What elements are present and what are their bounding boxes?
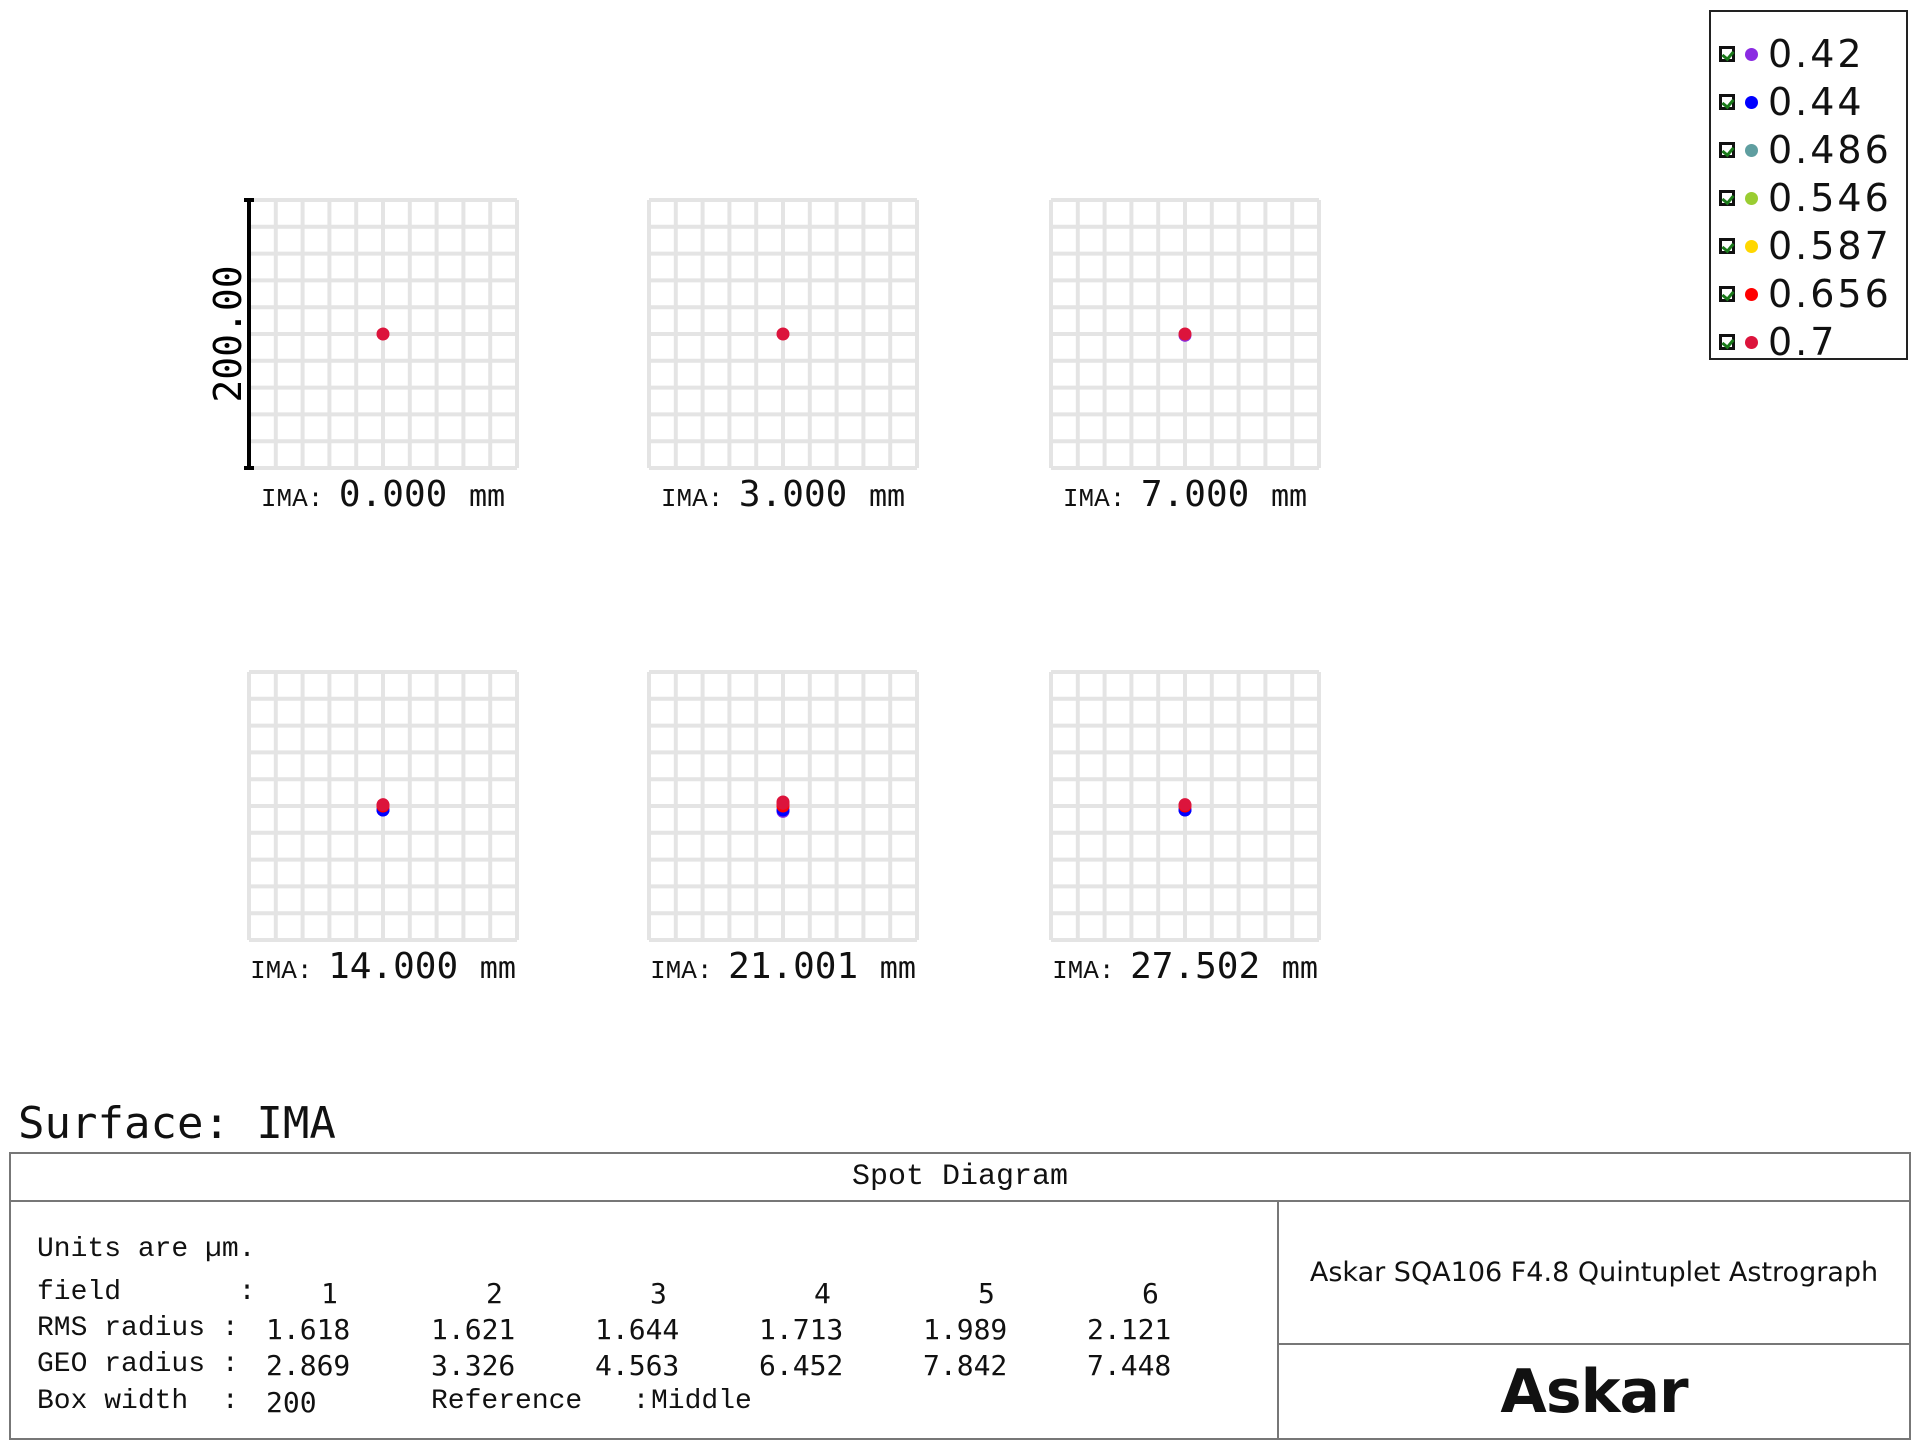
field-label: IMA: 7.000 mm [985,474,1385,515]
field-label-val: 14.000 [328,946,480,987]
field-label-unit: mm [468,479,506,514]
color-dot-icon [1745,143,1758,157]
checkbox-icon[interactable] [1719,190,1735,206]
legend-item[interactable]: 0.486 [1719,128,1892,172]
legend-item[interactable]: 0.587 [1719,224,1892,268]
units-line: Units are µm. [37,1234,256,1265]
rms-value: 1.644 [595,1313,680,1346]
legend-item[interactable]: 0.42 [1719,32,1865,76]
legend-label: 0.587 [1768,224,1892,268]
field-label-val: 21.001 [728,946,880,987]
spot-point [776,327,790,341]
wavelength-legend: 0.42 0.44 0.486 0.546 0.587 0.656 0.7 [1709,10,1908,364]
spot-point [1178,327,1192,341]
lens-title: Askar SQA106 F4.8 Quintuplet Astrograph [1309,1257,1879,1288]
field-number: 2 [486,1277,503,1310]
field-label: IMA: 21.001 mm [583,946,983,987]
legend-item[interactable]: 0.546 [1719,176,1892,220]
field-label: IMA: 14.000 mm [183,946,583,987]
field-label-ima: IMA: [660,484,739,514]
geo-label: GEO radius : [37,1349,239,1380]
rms-value: 2.121 [1087,1313,1172,1346]
rms-value: 1.621 [431,1313,516,1346]
field-label-val: 27.502 [1130,946,1282,987]
spot-point [1178,798,1192,812]
checkbox-icon[interactable] [1719,238,1735,254]
color-dot-icon [1745,335,1758,349]
reference-label: Reference : [431,1386,650,1417]
field-label: field : [37,1277,256,1308]
info-table: Spot Diagram Askar SQA106 F4.8 Quintuple… [9,1152,1911,1440]
box-width-label: Box width : [37,1386,239,1417]
box-width-value: 200 [266,1386,317,1419]
color-dot-icon [1745,287,1758,301]
legend-label: 0.7 [1768,320,1838,364]
geo-value: 6.452 [759,1349,844,1382]
spot-panel [647,198,919,470]
table-title: Spot Diagram [11,1154,1909,1202]
field-label: IMA: 3.000 mm [583,474,983,515]
color-dot-icon [1745,95,1758,109]
field-number: 5 [978,1277,995,1310]
legend-item[interactable]: 0.44 [1719,80,1865,124]
geo-value: 4.563 [595,1349,680,1382]
checkbox-icon[interactable] [1719,94,1735,110]
scale-bar-label: 200.00 [206,265,250,402]
geo-value: 7.448 [1087,1349,1172,1382]
color-dot-icon [1745,239,1758,253]
field-label-val: 0.000 [338,474,469,515]
spot-point [376,327,390,341]
rms-value: 1.618 [266,1313,351,1346]
legend-label: 0.656 [1768,272,1892,316]
checkbox-icon[interactable] [1719,334,1735,350]
checkbox-icon[interactable] [1719,142,1735,158]
field-label-ima: IMA: [250,956,329,986]
color-dot-icon [1745,191,1758,205]
field-label-ima: IMA: [650,956,729,986]
field-number: 6 [1142,1277,1159,1310]
field-label-unit: mm [1270,479,1308,514]
legend-item[interactable]: 0.656 [1719,272,1892,316]
spot-panel [1049,198,1321,470]
reference-value: Middle [651,1386,752,1417]
legend-label: 0.42 [1768,32,1865,76]
spot-panel [647,670,919,942]
divider [1279,1343,1909,1345]
field-label-ima: IMA: [1052,956,1131,986]
spot-panel [247,670,519,942]
divider [1277,1200,1279,1438]
geo-value: 2.869 [266,1349,351,1382]
legend-label: 0.44 [1768,80,1865,124]
legend-label: 0.486 [1768,128,1892,172]
surface-label: Surface: IMA [18,1098,336,1149]
field-label-unit: mm [879,951,916,986]
checkbox-icon[interactable] [1719,46,1735,62]
spot-point [776,795,790,809]
spot-point [376,798,390,812]
legend-item[interactable]: 0.7 [1719,320,1837,364]
field-label: IMA: 0.000 mm [183,474,583,515]
geo-value: 7.842 [923,1349,1008,1382]
field-label-ima: IMA: [1062,484,1141,514]
legend-label: 0.546 [1768,176,1892,220]
rms-value: 1.989 [923,1313,1008,1346]
geo-value: 3.326 [431,1349,516,1382]
field-label-unit: mm [868,479,906,514]
askar-logo: Askar [1500,1356,1688,1427]
field-number: 1 [321,1277,338,1310]
field-label-val: 3.000 [738,474,869,515]
field-label-ima: IMA: [260,484,339,514]
spot-panel [1049,670,1321,942]
field-label-val: 7.000 [1140,474,1271,515]
field-number: 4 [814,1277,831,1310]
rms-value: 1.713 [759,1313,844,1346]
field-label-unit: mm [479,951,516,986]
rms-label: RMS radius : [37,1313,239,1344]
spot-panel: 200.00 [206,198,519,470]
color-dot-icon [1745,47,1758,61]
field-label-unit: mm [1281,951,1318,986]
field-number: 3 [650,1277,667,1310]
checkbox-icon[interactable] [1719,286,1735,302]
field-label: IMA: 27.502 mm [985,946,1385,987]
